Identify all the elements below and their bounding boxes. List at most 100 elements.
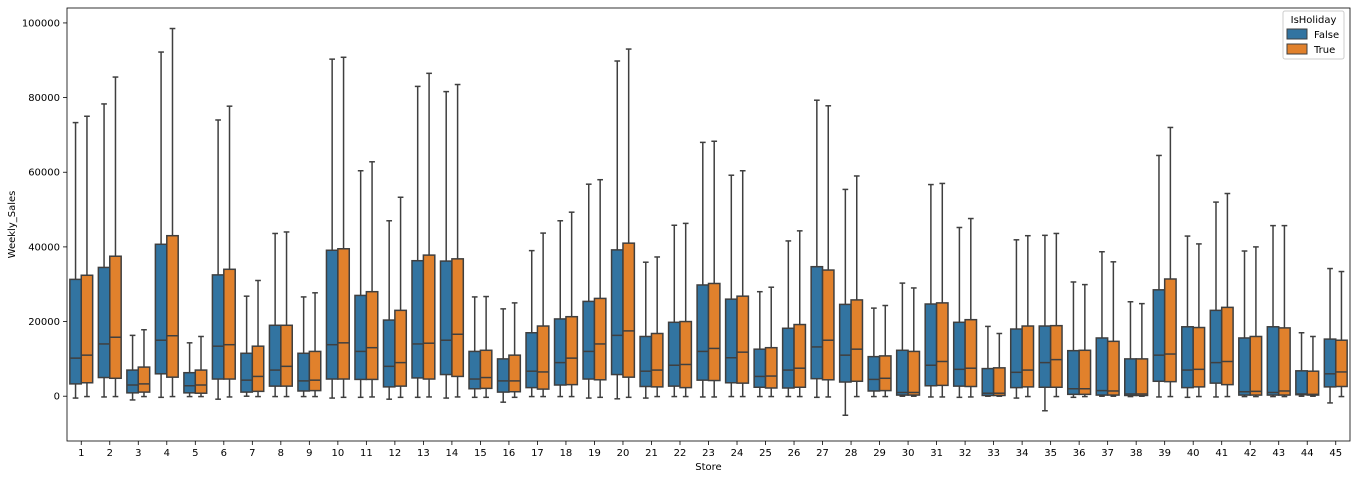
x-tick-label: 18 [560,448,573,459]
iqr-box [952,321,966,387]
x-tick-label: 8 [278,448,284,459]
iqr-box [411,259,425,379]
legend-label-true: True [1313,45,1335,56]
box-store-3-true [137,329,151,398]
iqr-box [622,242,636,378]
iqr-box [1163,278,1177,383]
iqr-box [337,248,351,380]
x-tick-label: 9 [306,448,312,459]
iqr-box [793,323,807,388]
iqr-box [268,324,282,387]
iqr-box [895,349,909,396]
iqr-box [565,315,579,386]
iqr-box [126,369,140,394]
iqr-box [907,350,921,396]
iqr-box [1249,335,1263,396]
iqr-box [525,332,539,389]
box-store-33-true [992,332,1006,397]
x-tick-label: 31 [930,448,943,459]
legend: IsHoliday False True [1282,10,1345,60]
x-tick-label: 25 [759,448,772,459]
box-store-14-false [439,90,453,399]
box-store-42-true [1249,246,1263,398]
x-tick-label: 39 [1158,448,1171,459]
box-store-45-true [1334,270,1348,398]
iqr-box [1124,358,1137,397]
box-store-31-false [924,183,938,398]
x-tick-label: 29 [873,448,886,459]
iqr-box [935,302,949,387]
box-store-22-false [667,224,681,398]
box-store-43-true [1277,224,1291,398]
iqr-box [1181,326,1194,389]
box-store-25-false [753,290,767,398]
x-tick-label: 33 [987,448,1000,459]
x-tick-label: 38 [1130,448,1143,459]
box-store-1-false [69,121,83,399]
x-tick-label: 35 [1044,448,1057,459]
x-tick-label: 19 [588,448,601,459]
box-store-35-true [1049,232,1063,398]
box-store-23-false [696,141,710,398]
x-tick-label: 16 [503,448,516,459]
box-store-32-true [964,217,978,398]
box-store-40-false [1181,235,1194,399]
iqr-box [650,332,664,388]
iqr-box [838,303,852,383]
x-tick-label: 42 [1244,448,1257,459]
iqr-box [496,358,510,393]
iqr-box [137,366,151,393]
box-store-35-false [1038,234,1052,412]
iqr-box [1209,309,1223,384]
iqr-box [1066,349,1080,396]
iqr-box [810,265,824,380]
box-store-26-false [781,240,795,398]
y-tick-label: 100000 [22,18,60,29]
box-store-39-true [1163,126,1177,398]
iqr-box [439,260,453,376]
box-store-37-true [1106,261,1120,397]
box-store-29-true [878,304,892,398]
x-tick-label: 34 [1016,448,1029,459]
iqr-box [154,243,168,375]
iqr-box [696,284,710,381]
box-store-1-true [80,115,94,398]
box-store-19-false [582,183,596,399]
box-store-5-true [194,335,208,398]
box-store-23-true [707,140,721,398]
x-axis-label: Store [695,462,721,473]
box-store-28-false [838,188,852,416]
x-tick-label: 44 [1301,448,1314,459]
iqr-box [97,266,111,379]
box-store-26-true [793,230,807,398]
iqr-box [1306,370,1320,396]
x-tick-label: 22 [674,448,687,459]
box-store-16-true [508,302,522,399]
box-store-17-true [536,232,550,398]
iqr-box [736,295,750,384]
iqr-box [781,327,795,389]
iqr-box [183,371,197,394]
iqr-box [479,349,493,390]
y-tick-label: 40000 [28,242,60,253]
iqr-box [280,324,293,387]
box-store-45-false [1323,267,1337,404]
box-store-21-true [650,256,664,398]
box-store-24-true [736,169,750,398]
box-store-41-false [1209,201,1223,398]
x-tick-label: 4 [164,448,170,459]
legend-swatch-true [1286,43,1308,55]
iqr-box [251,345,265,393]
box-store-4-false [154,51,168,399]
iqr-box [1323,338,1337,388]
y-axis-label: Weekly_Sales [7,191,18,259]
iqr-box [1106,340,1120,396]
x-tick-label: 27 [816,448,829,459]
box-store-32-false [952,226,966,399]
iqr-box [297,352,311,392]
box-store-34-false [1009,239,1023,399]
box-store-5-false [183,342,197,398]
box-store-15-true [479,295,493,399]
x-tick-label: 10 [331,448,344,459]
